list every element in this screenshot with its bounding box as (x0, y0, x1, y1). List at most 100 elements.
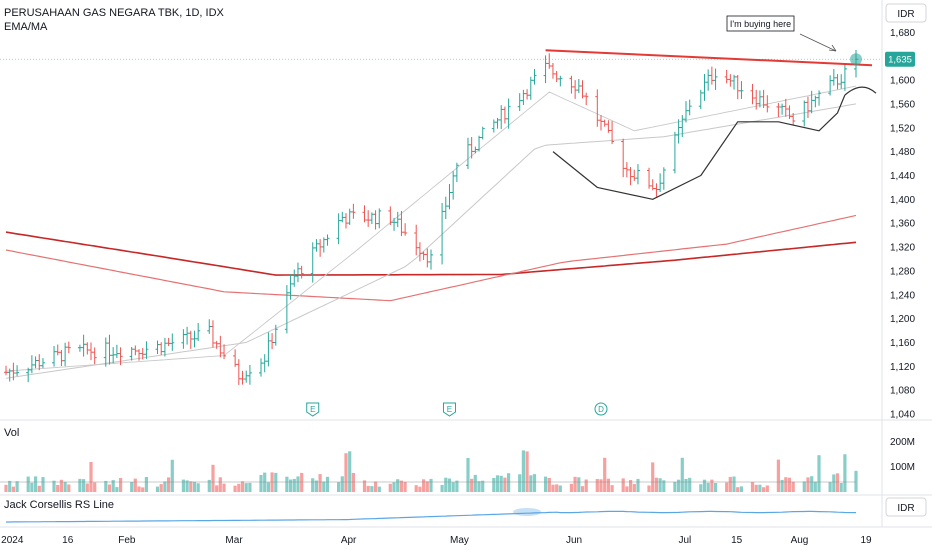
volume-bar (167, 477, 171, 492)
time-axis[interactable]: 2024 16 Feb Mar Apr May Jun Jul 15 Aug 19 (1, 535, 872, 546)
volume-bar (422, 479, 426, 492)
indicator-legend[interactable]: EMA/MA (4, 21, 48, 33)
time-tick-label: Jun (566, 535, 582, 546)
price-tick-label: 1,680 (890, 28, 915, 39)
cup-and-handle-drawing[interactable] (552, 94, 846, 200)
price-tick-label: 1,280 (890, 266, 915, 277)
volume-bar (466, 458, 470, 492)
time-tick-label: Mar (225, 535, 243, 546)
volume-bar (155, 486, 160, 492)
volume-bar (399, 480, 403, 492)
price-tick-label: 1,160 (890, 338, 915, 349)
price-tick-label: 1,520 (890, 123, 915, 134)
volume-bar (551, 484, 555, 492)
volume-bar (322, 481, 326, 492)
volume-bar (107, 484, 112, 492)
price-tick-label: 1,040 (890, 410, 915, 421)
resistance-trendline[interactable] (545, 49, 873, 67)
rs-currency-button[interactable] (885, 497, 927, 517)
annotation-arrowhead-icon (828, 44, 837, 52)
volume-bar (828, 482, 832, 492)
volume-bar (503, 477, 507, 492)
time-tick-label: 15 (731, 535, 743, 546)
volume-bar (63, 481, 67, 492)
volume-bar (625, 486, 629, 492)
moving-average-line (5, 85, 857, 372)
volume-bar (610, 485, 614, 492)
volume-bar (725, 482, 729, 492)
volume-bar (207, 479, 211, 492)
annotation-box[interactable] (726, 15, 795, 32)
currency-button[interactable] (885, 3, 927, 23)
volume-bar (78, 478, 82, 492)
price-tick-label: 1,400 (890, 195, 915, 206)
volume-bar (233, 485, 237, 492)
volume-title[interactable]: Vol (4, 427, 19, 439)
event-label: E (447, 405, 452, 414)
time-tick-label: 16 (62, 535, 74, 546)
volume-bar (289, 479, 293, 492)
volume-bar (647, 485, 651, 492)
volume-bar (237, 483, 241, 492)
moving-average-line (5, 214, 857, 302)
rs-line-layer (6, 508, 857, 523)
volume-bar (810, 476, 814, 492)
price-tick-label: 1,600 (890, 76, 915, 87)
volume-bar (141, 487, 145, 492)
volume-bar (196, 483, 200, 492)
volume-bar (259, 475, 263, 492)
volume-layer (0, 450, 858, 493)
volume-bar (806, 477, 810, 492)
volume-bar (636, 478, 640, 492)
volume-bar (606, 478, 610, 492)
volume-bar (4, 484, 8, 492)
symbol-title[interactable]: PERUSAHAAN GAS NEGARA TBK, 1D, IDX (4, 7, 225, 19)
volume-bar (673, 481, 677, 492)
volume-bar (521, 450, 525, 492)
volume-bar (732, 476, 736, 492)
currency-label: IDR (897, 9, 914, 20)
volume-bar (414, 485, 418, 492)
earnings-event-icon[interactable] (306, 402, 320, 417)
volume-bar (56, 485, 60, 492)
volume-bar (843, 454, 847, 492)
earnings-event-icon[interactable] (442, 402, 456, 417)
volume-bar (388, 483, 392, 492)
volume-bar (702, 479, 707, 492)
volume-bar (67, 484, 71, 492)
volume-bar (710, 479, 714, 492)
moving-average-line (5, 231, 857, 276)
dividend-event-icon[interactable] (594, 402, 608, 416)
volume-bar (104, 480, 108, 492)
volume-bar (470, 478, 474, 492)
volume-bar (89, 462, 93, 492)
volume-bar (41, 477, 45, 492)
price-tick-label: 1,080 (890, 386, 915, 397)
moving-averages-layer (5, 85, 857, 379)
price-axis[interactable]: 1,6801,6401,6001,5601,5201,4801,4401,400… (890, 28, 915, 421)
volume-bar (529, 475, 533, 492)
volume-bar (499, 475, 503, 492)
volume-bar (651, 462, 655, 492)
volume-bar (784, 477, 788, 492)
volume-bar (351, 473, 355, 492)
volume-bar (311, 478, 315, 492)
volume-bar (133, 478, 137, 492)
price-tick-label: 1,240 (890, 290, 915, 301)
volume-bar (348, 451, 352, 492)
entry-marker[interactable] (850, 53, 862, 66)
volume-bar (477, 481, 481, 492)
volume-bar (318, 474, 322, 492)
volume-bar (677, 479, 681, 492)
volume-bar (555, 484, 559, 492)
volume-bar (599, 479, 603, 492)
rs-line (6, 510, 857, 523)
volume-bar (240, 481, 245, 492)
time-tick-label: Jul (679, 535, 692, 546)
volume-bar (714, 483, 718, 492)
volume-bar (603, 457, 607, 492)
volume-bar (580, 486, 585, 492)
rs-line-title[interactable]: Jack Corsellis RS Line (4, 499, 114, 511)
volume-bar (396, 479, 400, 492)
